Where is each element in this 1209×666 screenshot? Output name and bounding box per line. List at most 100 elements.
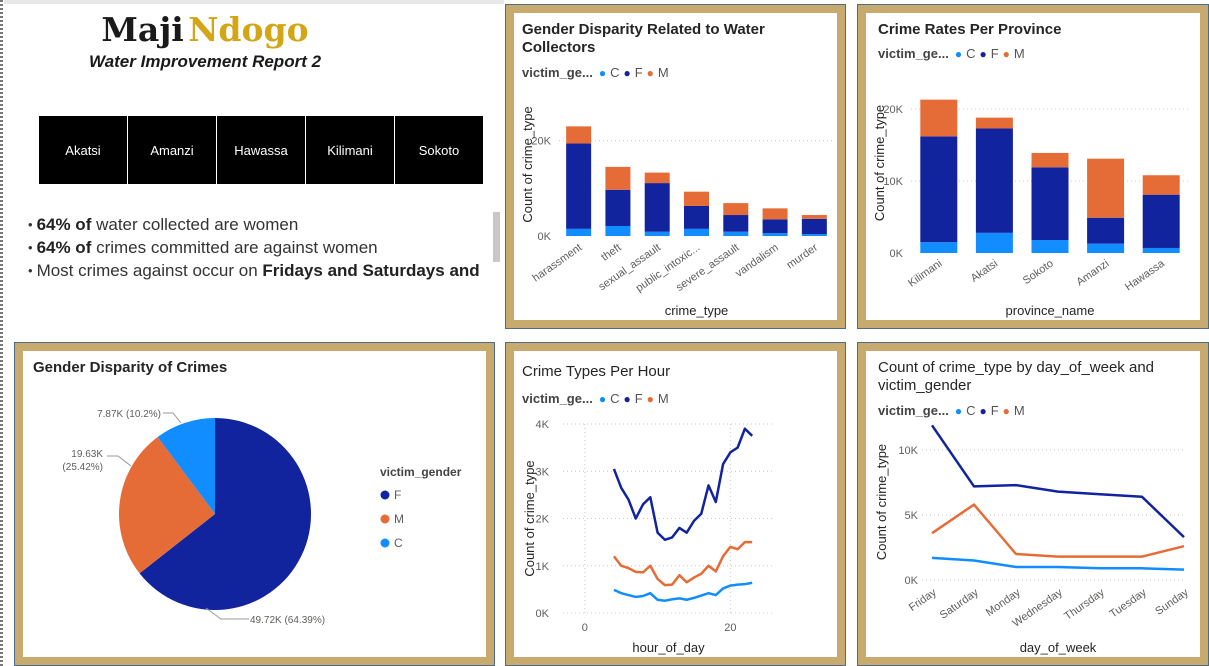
- bar-akatsi-f: [975, 128, 1013, 233]
- bar-public-intoxic-c: [684, 228, 709, 236]
- panel-water-collectors-body: Gender Disparity Related to Water Collec…: [514, 13, 837, 320]
- bar-amanzi-c: [1087, 243, 1125, 253]
- panel-crime-day: Count of crime_type by day_of_week and v…: [857, 342, 1209, 666]
- slicer-kilimani[interactable]: Kilimani: [306, 116, 394, 184]
- legend-dot-c-icon: ●: [954, 46, 963, 61]
- x-axis-title: province_name: [1006, 303, 1095, 318]
- legend-title: victim_ge...: [878, 403, 949, 418]
- legend-dot-f-icon: ●: [623, 65, 631, 80]
- x-tick-label: Saturday: [938, 586, 981, 621]
- chart-title: Crime Rates Per Province: [878, 21, 1062, 38]
- x-tick-label: murder: [785, 241, 821, 271]
- bar-murder-m: [801, 215, 827, 219]
- x-tick-label: theft: [599, 242, 623, 264]
- legend-label-c: C: [610, 391, 620, 406]
- pie-label-c: 7.87K (10.2%): [97, 409, 161, 420]
- x-tick-label: 0: [582, 622, 588, 634]
- pie-legend-dot-m-icon: [380, 514, 390, 524]
- x-tick-label: Kilimani: [906, 258, 944, 290]
- pie-leader-line-c: [163, 412, 182, 424]
- slicer-amanzi[interactable]: Amanzi: [128, 116, 216, 184]
- legend-label-m: M: [1013, 403, 1025, 418]
- y-tick-label: 5K: [905, 510, 919, 522]
- x-tick-label: Friday: [907, 586, 939, 614]
- insight-3-text: Most crimes against occur on: [36, 261, 263, 280]
- x-tick-label: Amanzi: [1074, 258, 1111, 289]
- legend-dot-c-icon: ●: [954, 403, 963, 418]
- bar-severe-assault-f: [723, 215, 749, 232]
- y-tick-label: 3K: [536, 466, 550, 478]
- x-tick-label: Sokoto: [1021, 258, 1056, 287]
- y-tick-label: 4K: [536, 419, 550, 431]
- pie-label-m-value: 19.63K: [71, 449, 103, 460]
- legend-label-m: M: [657, 391, 669, 406]
- x-axis-title: day_of_week: [1020, 640, 1097, 655]
- report-left-frame: [0, 0, 3, 666]
- bar-sexual-assault-m: [644, 172, 670, 184]
- bar-theft-f: [605, 189, 631, 226]
- line-series-m: [931, 503, 1185, 558]
- line-series-c: [931, 556, 1185, 571]
- x-tick-label: Akatsi: [969, 258, 1000, 285]
- slicer-sokoto[interactable]: Sokoto: [395, 116, 483, 184]
- panel-crime-province: Crime Rates Per Province victim_ge... ● C…: [857, 4, 1209, 329]
- y-tick-label: 1K: [536, 561, 550, 573]
- pie-legend-dot-f-icon: [380, 490, 390, 500]
- chart-title: Count of crime_type by day_of_week and v…: [878, 359, 1154, 394]
- slicer-akatsi[interactable]: Akatsi: [39, 116, 127, 184]
- panel-water-collectors: Gender Disparity Related to Water Collec…: [505, 4, 846, 329]
- legend-dot-m-icon: ●: [646, 65, 654, 80]
- pie-legend-label-c: C: [394, 536, 403, 550]
- x-tick-label: harassment: [530, 242, 584, 285]
- line-chart-hour: 0K 1K 2K 3K 4K 0 20 hour_of_day Count of crime_t…: [522, 419, 774, 655]
- bar-hawassa-f: [1142, 194, 1180, 248]
- y-tick-label: 0K: [905, 575, 919, 587]
- panel-crime-hour: Crime Types Per Hour victim_ge... ● C ● F …: [505, 342, 846, 666]
- legend-dot-c-icon: ●: [598, 65, 607, 80]
- chart-title: Crime Types Per Hour: [522, 363, 671, 380]
- panel-crime-province-body: Crime Rates Per Province victim_ge... ● C…: [866, 13, 1200, 320]
- panel-crime-hour-body: Crime Types Per Hour victim_ge... ● C ● F …: [514, 351, 837, 657]
- bar-theft-c: [605, 225, 631, 236]
- legend-title: victim_ge...: [878, 46, 949, 61]
- bar-public-intoxic-m: [684, 191, 709, 206]
- bar-harassment-c: [566, 228, 592, 236]
- y-tick-label: 20K: [531, 136, 551, 148]
- bar-severe-assault-c: [723, 231, 749, 236]
- pie-slice-c: [157, 418, 215, 514]
- legend-title: victim_ge...: [522, 65, 593, 80]
- chart-title: Gender Disparity of Crimes: [33, 359, 228, 376]
- legend-dot-m-icon: ●: [1002, 46, 1010, 61]
- x-tick-label: Sunday: [1153, 586, 1191, 618]
- y-axis-title: Count of crime_type: [520, 106, 535, 222]
- line-series-f: [930, 424, 1185, 539]
- legend-label-f: F: [990, 46, 999, 61]
- x-tick-label: vandalism: [733, 242, 780, 280]
- report-subtitle: Water Improvement Report 2: [88, 52, 322, 71]
- bar-harassment-f: [566, 143, 592, 229]
- pie-legend-title: victim_gender: [380, 465, 462, 479]
- bar-murder-c: [801, 234, 827, 236]
- chart-title: Gender Disparity Related to Water Collec…: [522, 21, 765, 56]
- legend-label-c: C: [610, 65, 620, 80]
- bar-sexual-assault-c: [644, 231, 670, 236]
- chart-legend: victim_ge... ● C ● F ● M: [878, 403, 1025, 418]
- bar-vandalism-f: [762, 219, 788, 234]
- legend-dot-f-icon: ●: [979, 403, 987, 418]
- bar-sokoto-c: [1031, 240, 1069, 253]
- text-box-scrollbar[interactable]: [493, 212, 500, 262]
- y-tick-label: 0K: [890, 248, 904, 260]
- x-axis-title: hour_of_day: [632, 640, 705, 655]
- bar-kilimani-f: [920, 136, 958, 243]
- bar-amanzi-m: [1087, 158, 1125, 218]
- insight-2: • 64% of crimes committed are against wom…: [28, 238, 378, 257]
- chart-legend: victim_ge... ● C ● F ● M: [878, 46, 1025, 61]
- x-tick-label: Thursday: [1062, 586, 1107, 622]
- legend-dot-m-icon: ●: [646, 391, 654, 406]
- insight-1-text: water collected are women: [91, 215, 299, 234]
- chart-legend: victim_ge... ● C ● F ● M: [522, 65, 669, 80]
- slicer-hawassa[interactable]: Hawassa: [217, 116, 305, 184]
- panel-crime-day-body: Count of crime_type by day_of_week and v…: [866, 351, 1200, 657]
- insight-2-bold: 64% of: [36, 238, 92, 257]
